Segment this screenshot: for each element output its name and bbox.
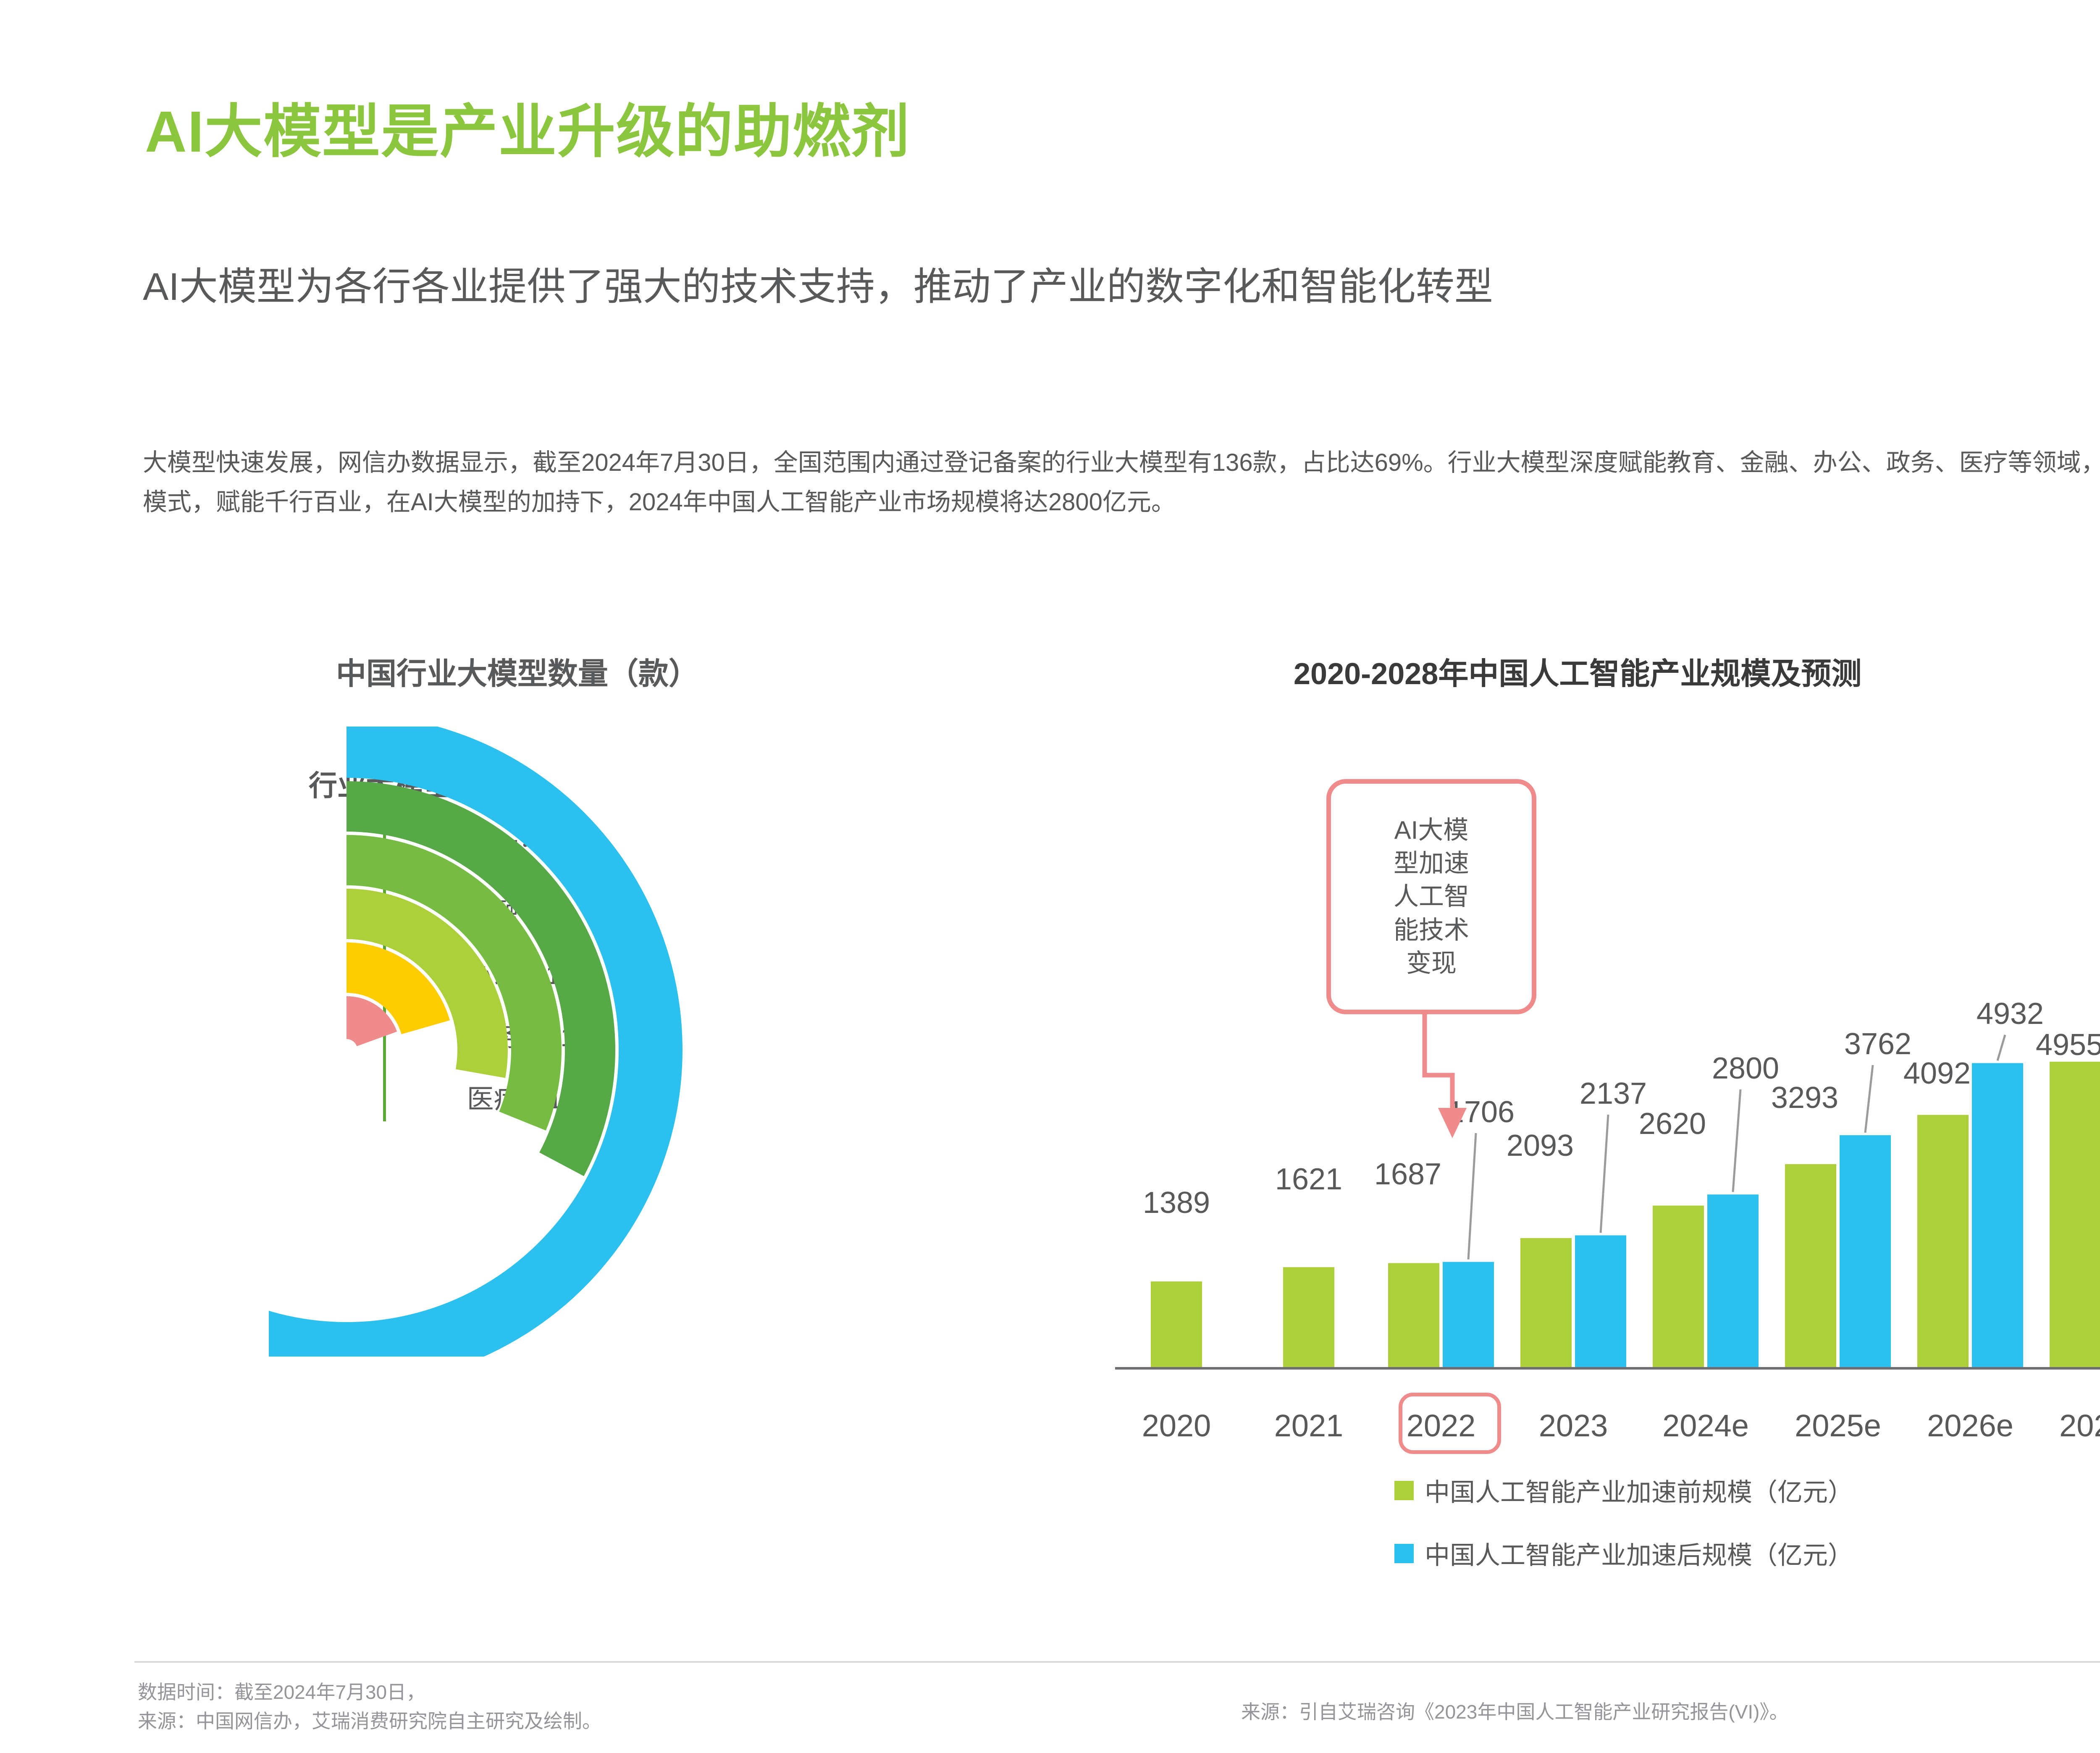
x-tick-2024e: 2024e	[1662, 1408, 1749, 1443]
bar-green-2026e	[1917, 1115, 1969, 1367]
bar-value-green-2022: 1687	[1374, 1157, 1441, 1191]
bar-value-blue-2023: 2137	[1580, 1077, 1647, 1110]
callout-line: 型加速	[1394, 849, 1469, 878]
right-chart-title: 2020-2028年中国人工智能产业规模及预测	[1294, 657, 1862, 691]
bar-value-green-2025e: 3293	[1771, 1081, 1838, 1115]
x-tick-2026e: 2026e	[1927, 1408, 2013, 1443]
x-tick-2020: 2020	[1142, 1408, 1211, 1443]
leader-line	[1467, 1133, 1477, 1260]
radial-arc-total	[269, 727, 682, 1357]
bar-value-green-2021: 1621	[1275, 1163, 1342, 1196]
x-tick-2025e: 2025e	[1795, 1408, 1881, 1443]
radial-bar-chart	[269, 727, 682, 1357]
bar-value-blue-2024e: 2800	[1712, 1052, 1779, 1085]
radial-arc-government	[346, 942, 450, 1034]
radial-arc-education	[346, 781, 615, 1176]
callout-line: 能技术	[1394, 916, 1469, 944]
bar-green-2022	[1388, 1263, 1439, 1367]
callout-line: 变现	[1406, 949, 1457, 977]
bar-value-blue-2026e: 4932	[1977, 997, 2044, 1031]
highlight-year-2022-box	[1399, 1393, 1501, 1454]
legend-swatch-blue	[1394, 1543, 1414, 1563]
leader-line	[1996, 1034, 2006, 1061]
bar-green-2020	[1151, 1281, 1202, 1367]
footer-source-right: 来源：引自艾瑞咨询《2023年中国人工智能产业研究报告(VI)》。	[1241, 1701, 1789, 1723]
body-paragraph: 大模型快速发展，网信办数据显示，截至2024年7月30日，全国范围内通过登记备案…	[143, 449, 2100, 516]
footer-divider	[134, 1661, 2100, 1663]
x-tick-2021: 2021	[1274, 1408, 1344, 1443]
bar-blue-2024e	[1707, 1194, 1759, 1367]
bar-blue-2026e	[1972, 1063, 2023, 1367]
legend-item-after: 中国人工智能产业加速后规模（亿元）	[1394, 1535, 1853, 1572]
callout-text: AI大模 型加速 人工智 能技术 变现	[1368, 814, 1494, 980]
left-chart-title: 中国行业大模型数量（款）	[336, 657, 699, 691]
bar-green-2027e	[2050, 1061, 2100, 1367]
bar-value-green-2027e: 4955	[2036, 1028, 2100, 1062]
callout-arrow-icon	[1422, 1012, 1467, 1138]
bar-blue-2025e	[1840, 1135, 1891, 1367]
bar-green-2024e	[1653, 1205, 1704, 1367]
bar-green-2025e	[1785, 1164, 1836, 1367]
bar-green-2021	[1283, 1267, 1334, 1367]
x-tick-2027e: 2027e	[2059, 1408, 2100, 1443]
bar-blue-2023	[1575, 1235, 1626, 1367]
callout-line: 人工智	[1394, 882, 1469, 911]
bar-value-green-2023: 2093	[1507, 1129, 1574, 1163]
footer-note-left: 数据时间：截至2024年7月30日， 来源：中国网信办，艾瑞消费研究院自主研究及…	[138, 1678, 601, 1736]
footer-source-left: 来源：中国网信办，艾瑞消费研究院自主研究及绘制。	[138, 1710, 601, 1732]
x-tick-2022: 2022	[1407, 1408, 1476, 1443]
bar-blue-2022	[1443, 1262, 1494, 1367]
bar-value-blue-2025e: 3762	[1844, 1027, 1911, 1061]
bar-value-green-2024e: 2620	[1639, 1107, 1706, 1141]
page-title: AI大模型是产业升级的助燃剂	[145, 100, 911, 164]
callout-box: AI大模 型加速 人工智 能技术 变现	[1326, 779, 1536, 1014]
leader-line	[1864, 1065, 1874, 1133]
x-tick-2023: 2023	[1539, 1408, 1608, 1443]
radial-arc-medical	[346, 996, 397, 1047]
leader-line	[1732, 1089, 1742, 1192]
radial-arc-office	[346, 889, 508, 1078]
footer-data-time: 数据时间：截至2024年7月30日，	[138, 1681, 426, 1703]
page-subtitle: AI大模型为各行各业提供了强大的技术支持，推动了产业的数字化和智能化转型	[143, 265, 1493, 308]
callout-line: AI大模	[1394, 816, 1469, 845]
legend-label: 中国人工智能产业加速后规模（亿元）	[1425, 1541, 1853, 1569]
legend-swatch-green	[1394, 1480, 1414, 1500]
bar-value-green-2020: 1389	[1143, 1186, 1210, 1220]
bar-green-2023	[1520, 1238, 1572, 1367]
legend-label: 中国人工智能产业加速前规模（亿元）	[1425, 1478, 1853, 1506]
leader-line	[1599, 1114, 1609, 1233]
bar-value-green-2026e: 4092	[1903, 1057, 1971, 1090]
legend-item-before: 中国人工智能产业加速前规模（亿元）	[1394, 1472, 1853, 1509]
radial-arc-finance	[346, 835, 562, 1131]
